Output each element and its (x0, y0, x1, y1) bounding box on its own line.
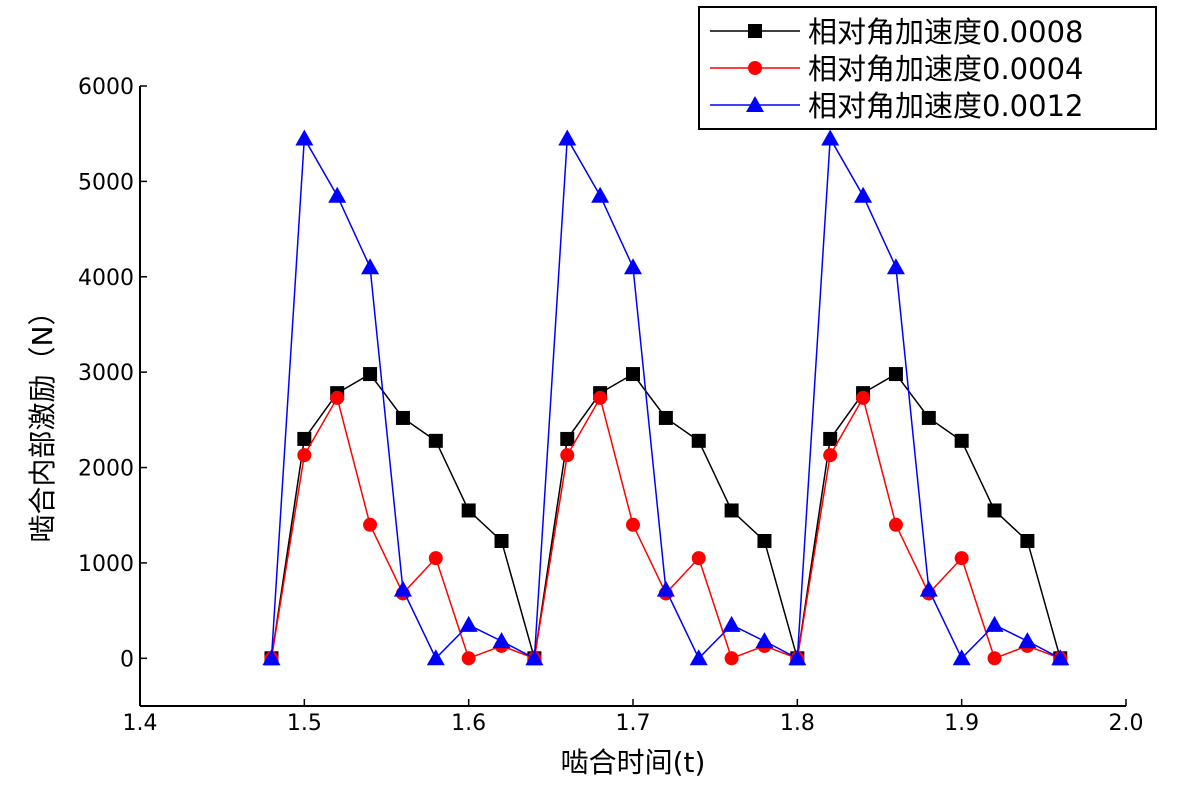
plot-area: 1.4 1.5 1.6 1.7 1.8 1.9 2.0 0 1000 2000 3000 4000 5… (78, 75, 1144, 736)
y-axis-title: 啮合内部激励（N） (26, 298, 59, 543)
data-point (560, 431, 575, 446)
data-point (624, 258, 642, 275)
data-point (459, 615, 478, 632)
data-point (626, 517, 640, 532)
x-axis-title: 啮合时间(t) (561, 746, 706, 779)
data-point (328, 186, 347, 203)
legend-label: 相对角加速度0.0008 (808, 15, 1083, 49)
data-point (757, 533, 772, 548)
data-point (1051, 649, 1070, 666)
data-point (954, 433, 969, 448)
x-tick-label: 2.0 (1109, 711, 1144, 736)
data-point (755, 632, 774, 649)
x-tick-label: 1.8 (780, 711, 815, 736)
data-point (886, 258, 905, 275)
x-tick-label: 1.5 (287, 711, 322, 736)
data-point (297, 448, 312, 463)
legend-marker (748, 61, 762, 75)
data-point (724, 503, 739, 518)
data-point (658, 410, 673, 425)
y-tick-label: 5000 (78, 170, 134, 195)
legend-label: 相对角加速度0.0004 (808, 52, 1083, 86)
series-layer (262, 129, 1070, 666)
data-point (987, 651, 1002, 666)
data-point (921, 410, 936, 425)
series-2 (264, 390, 1068, 666)
data-point (823, 448, 838, 463)
data-point (919, 580, 938, 597)
data-point (461, 503, 476, 518)
data-point (363, 517, 378, 532)
data-point (428, 433, 443, 448)
data-point (295, 129, 314, 146)
data-point (626, 367, 640, 382)
legend-label: 相对角加速度0.0012 (808, 89, 1083, 123)
x-tick-label: 1.4 (123, 711, 158, 736)
data-point (888, 367, 903, 382)
data-point (297, 431, 312, 446)
data-point (262, 649, 281, 666)
data-point (428, 551, 443, 566)
data-point (494, 533, 509, 548)
data-point (395, 410, 410, 425)
y-axis-ticks: 0 1000 2000 3000 4000 5000 6000 (78, 75, 147, 672)
y-tick-label: 2000 (78, 457, 134, 482)
data-point (722, 615, 741, 632)
y-tick-label: 4000 (78, 266, 134, 291)
y-tick-label: 3000 (78, 361, 134, 386)
data-point (1018, 632, 1037, 649)
y-tick-label: 6000 (78, 75, 134, 100)
data-point (560, 448, 575, 463)
data-point (591, 186, 610, 203)
data-point (1020, 533, 1035, 548)
data-point (987, 503, 1002, 518)
legend-item-2: 相对角加速度0.0004 (710, 52, 1083, 86)
data-point (691, 433, 706, 448)
x-tick-label: 1.6 (451, 711, 486, 736)
data-point (985, 615, 1004, 632)
data-point (888, 517, 903, 532)
data-point (952, 649, 971, 666)
data-point (691, 551, 706, 566)
series-line-2 (270, 395, 1061, 660)
y-tick-label: 1000 (78, 552, 134, 577)
data-point (525, 649, 544, 666)
legend-item-3: 相对角加速度0.0012 (710, 89, 1083, 123)
data-point (363, 367, 378, 382)
legend-marker (746, 96, 764, 112)
data-point (393, 580, 412, 597)
x-tick-label: 1.7 (616, 711, 651, 736)
x-axis-ticks: 1.4 1.5 1.6 1.7 1.8 1.9 2.0 (123, 699, 1144, 736)
data-point (823, 431, 838, 446)
data-point (492, 632, 511, 649)
data-point (656, 580, 675, 597)
series-3 (262, 129, 1070, 666)
data-point (854, 186, 873, 203)
data-point (954, 551, 969, 566)
legend-item-1: 相对角加速度0.0008 (710, 15, 1083, 49)
data-point (724, 651, 739, 666)
data-point (856, 390, 871, 405)
data-point (788, 649, 807, 666)
legend-marker (748, 24, 762, 38)
data-point (821, 129, 840, 146)
x-tick-label: 1.9 (944, 711, 979, 736)
data-point (461, 651, 476, 666)
data-point (593, 390, 608, 405)
data-point (689, 649, 708, 666)
data-point (426, 649, 445, 666)
data-point (330, 390, 345, 405)
data-point (558, 129, 577, 146)
y-tick-label: 0 (120, 647, 134, 672)
data-point (361, 258, 380, 275)
